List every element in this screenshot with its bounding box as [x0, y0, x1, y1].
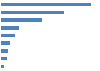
Bar — [1, 3, 91, 6]
Bar — [1, 65, 4, 68]
Bar — [1, 18, 42, 22]
Bar — [1, 49, 8, 53]
Bar — [1, 34, 15, 37]
Bar — [1, 11, 64, 14]
Bar — [1, 26, 19, 30]
Bar — [1, 41, 10, 45]
Bar — [1, 57, 7, 60]
